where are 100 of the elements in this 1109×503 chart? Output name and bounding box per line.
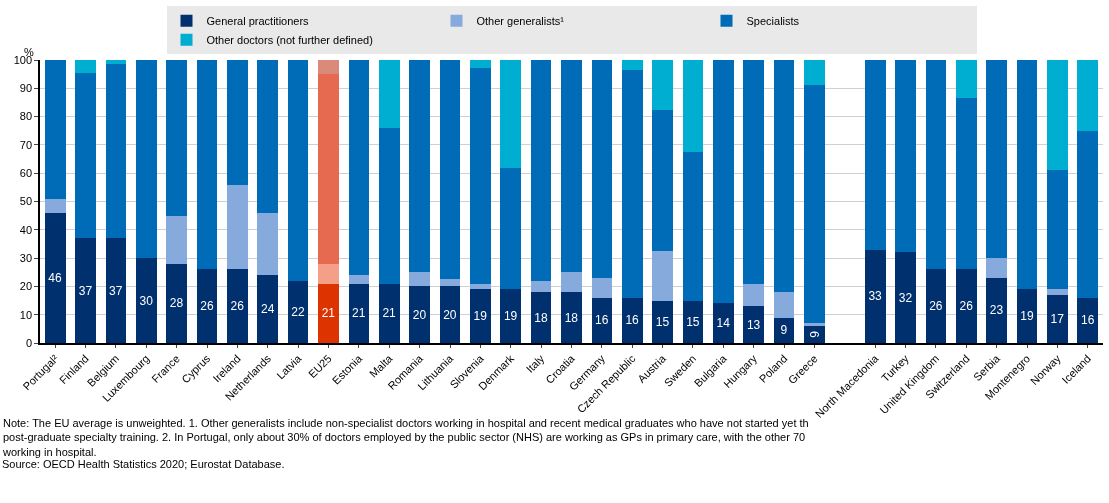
bar	[1077, 60, 1099, 131]
bar	[75, 60, 96, 73]
y-tick-label: 50	[19, 195, 33, 208]
data-label: 26	[959, 299, 974, 314]
y-tick-label: 60	[19, 167, 33, 180]
bar	[318, 60, 339, 75]
bar	[1077, 297, 1099, 343]
data-label: 26	[929, 299, 943, 314]
bar	[470, 289, 491, 343]
data-label: 21	[321, 306, 336, 321]
bar	[986, 60, 1008, 259]
bar	[44, 60, 66, 199]
bar	[500, 60, 522, 168]
bar	[196, 269, 218, 343]
data-label: 15	[686, 314, 700, 329]
bar	[561, 60, 582, 273]
bar	[1047, 294, 1068, 343]
y-tick-label: 30	[19, 251, 33, 264]
y-tick-label: 90	[19, 82, 33, 95]
y-tick-label: 20	[19, 280, 33, 293]
data-label: 15	[655, 314, 670, 329]
bar	[530, 292, 552, 343]
data-label: 37	[78, 283, 93, 298]
legend-label: General practitioners	[206, 15, 310, 28]
data-label: 26	[230, 299, 245, 314]
bar	[257, 60, 279, 213]
bar	[652, 251, 673, 301]
data-label: 21	[352, 306, 366, 321]
bar	[439, 60, 461, 280]
bar	[561, 292, 582, 343]
bar	[439, 286, 461, 343]
data-label: 16	[1080, 313, 1095, 328]
bar	[804, 323, 825, 327]
bar	[713, 60, 734, 304]
data-label: 13	[746, 317, 761, 332]
bar	[743, 60, 765, 284]
legend-label: Other generalists¹	[476, 15, 565, 28]
bar	[773, 292, 795, 318]
bar	[743, 306, 765, 343]
bar	[591, 277, 613, 298]
bar	[864, 60, 886, 250]
bar	[44, 198, 66, 213]
bar	[287, 60, 309, 281]
bar	[257, 275, 279, 343]
data-label: 30	[139, 293, 154, 308]
data-label: 17	[1050, 311, 1065, 326]
text: Note: The EU average is unweighted. 1. Other generalists include non-specialist doctors working in hospital and recent medical graduates who have not started yet th post-graduate specialty training. 2. In Portugal, only about 30% of doctors employed by the public sector (NHS) are working as GPs in primary care, with the other 70 working in hospital.	[2, 417, 809, 458]
bar	[378, 127, 400, 284]
bar	[530, 280, 552, 293]
bar	[1016, 60, 1038, 290]
bar	[348, 60, 370, 276]
x-tick-label: Italy	[523, 351, 547, 376]
bar	[166, 60, 187, 216]
bar	[956, 98, 977, 270]
bar	[196, 60, 218, 270]
data-label: 18	[564, 310, 579, 325]
bar	[925, 60, 947, 270]
bar	[1047, 60, 1068, 171]
bar	[864, 249, 886, 343]
bar	[470, 68, 491, 284]
bar	[135, 258, 157, 343]
bar	[652, 60, 673, 110]
data-label: 19	[473, 309, 488, 324]
bar	[804, 60, 825, 86]
bar	[561, 272, 582, 293]
bar	[530, 60, 552, 281]
bar	[1047, 170, 1068, 290]
bar	[1077, 130, 1099, 298]
bar	[348, 275, 370, 284]
data-label: 24	[260, 302, 275, 317]
bar	[409, 286, 430, 343]
data-label: 37	[109, 283, 123, 298]
bar	[378, 60, 400, 128]
data-label: 16	[625, 313, 640, 328]
bar	[621, 60, 643, 70]
bar	[409, 272, 430, 287]
bar	[166, 263, 187, 343]
bar	[682, 60, 704, 152]
bar	[470, 283, 491, 290]
data-label: 32	[898, 290, 913, 305]
bar	[105, 64, 127, 239]
bar	[318, 74, 339, 264]
bar	[621, 69, 643, 298]
bar	[895, 60, 916, 253]
bar	[135, 60, 157, 259]
data-label: 9	[780, 323, 788, 338]
data-label: 19	[503, 309, 518, 324]
bar	[956, 269, 977, 343]
bar	[682, 151, 704, 301]
data-label: 20	[412, 307, 427, 322]
bar	[986, 258, 1008, 278]
bar	[257, 212, 279, 276]
bar	[287, 280, 309, 343]
bar	[773, 60, 795, 293]
data-label: 16	[595, 313, 609, 328]
data-label: 6	[807, 331, 822, 339]
bar	[925, 269, 947, 343]
data-label: 46	[48, 270, 63, 285]
bar	[743, 283, 765, 307]
bar	[986, 277, 1008, 343]
